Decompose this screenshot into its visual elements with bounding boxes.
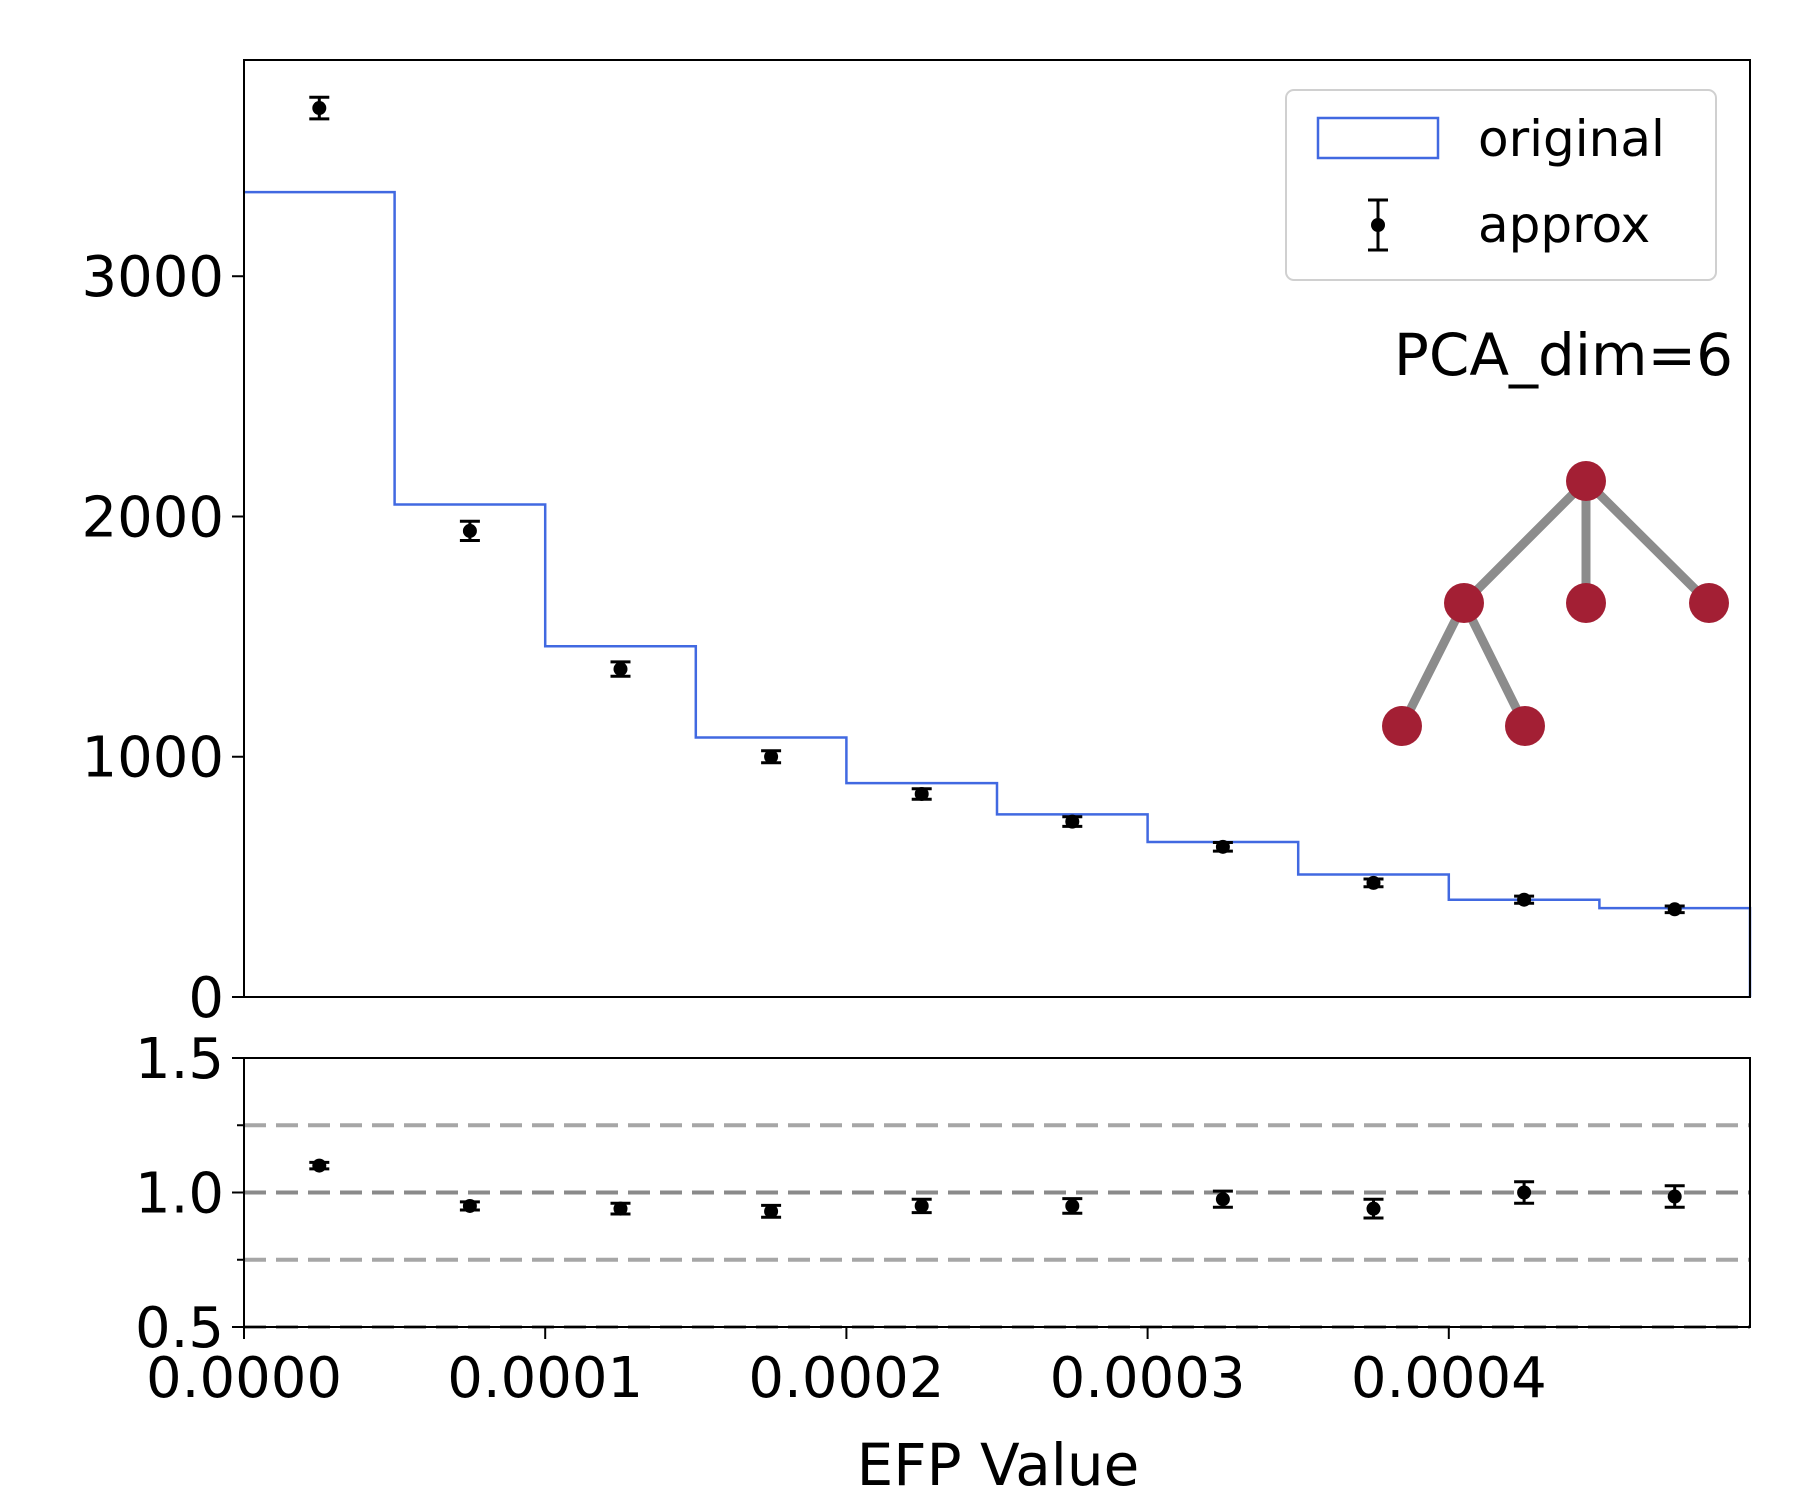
ratio-marker	[1667, 1189, 1682, 1204]
approx-point	[1212, 839, 1233, 854]
graph-node	[1505, 706, 1545, 746]
approx-point	[610, 660, 631, 678]
approx-point	[1664, 902, 1685, 917]
graph-node	[1566, 461, 1606, 501]
y-tick-label: 2000	[81, 485, 224, 550]
ratio-y-axis: 0.5 1.0 1.5	[135, 1027, 244, 1361]
ratio-marker	[1366, 1201, 1381, 1216]
legend: original approx	[1285, 89, 1717, 281]
ratio-y-tick-label: 1.5	[135, 1027, 224, 1092]
approx-point	[1514, 892, 1535, 907]
graph-node	[1444, 583, 1484, 623]
approx-marker	[914, 786, 929, 801]
graph-node	[1689, 583, 1729, 623]
ratio-point	[459, 1198, 480, 1213]
ratio-point	[1062, 1197, 1083, 1215]
x-tick-label: 0.0002	[748, 1346, 944, 1411]
legend-original-label: original	[1478, 110, 1665, 168]
y-tick-label: 3000	[81, 245, 224, 310]
graph-node	[1566, 583, 1606, 623]
ratio-point	[610, 1201, 631, 1216]
ratio-point	[1514, 1180, 1535, 1205]
original-step-histogram	[244, 190, 1752, 997]
y-tick-label: 0	[188, 966, 224, 1031]
x-tick-label: 0.0000	[146, 1346, 342, 1411]
approx-point	[1062, 814, 1083, 829]
ratio-point	[1664, 1184, 1685, 1209]
efp-graph-inset	[1382, 461, 1729, 746]
x-tick-label: 0.0001	[447, 1346, 643, 1411]
graph-edge	[1459, 598, 1530, 731]
x-tick-label: 0.0004	[1351, 1346, 1547, 1411]
ratio-point	[1363, 1197, 1384, 1220]
x-axis-label: EFP Value	[857, 1431, 1140, 1499]
approx-marker	[1366, 875, 1381, 890]
ratio-marker	[613, 1201, 628, 1216]
ratio-point	[761, 1203, 782, 1219]
approx-errorbar-series	[309, 95, 1685, 917]
ratio-point	[309, 1158, 330, 1173]
approx-marker	[1667, 902, 1682, 917]
legend-frame	[1285, 89, 1717, 281]
pca-annotation: PCA_dim=6	[1394, 321, 1733, 389]
graph-edge	[1581, 476, 1714, 608]
approx-marker	[613, 662, 628, 677]
ratio-y-tick-label: 0.5	[135, 1296, 224, 1361]
original-step-line	[244, 190, 1752, 997]
main-panel: 0 1000 2000 3000 original approx PCA_dim=6	[81, 59, 1752, 1031]
ratio-marker	[764, 1204, 779, 1219]
ratio-marker	[1517, 1185, 1532, 1200]
ratio-errorbar-series	[309, 1158, 1685, 1220]
approx-marker	[764, 749, 779, 764]
ratio-marker	[914, 1198, 929, 1213]
legend-original-swatch	[1316, 116, 1440, 160]
main-plot-frame	[243, 59, 1751, 998]
approx-point	[459, 519, 480, 543]
approx-point	[309, 95, 330, 121]
graph-edge	[1459, 476, 1591, 608]
ratio-point	[1212, 1189, 1233, 1209]
ratio-marker	[462, 1198, 477, 1213]
y-tick-label: 1000	[81, 726, 224, 791]
legend-approx-label: approx	[1478, 196, 1650, 254]
graph-edge	[1397, 598, 1469, 731]
ratio-panel: 0.5 1.0 1.5 0.0000 0.0001 0.0002 0.0003 0.0004…	[135, 1027, 1751, 1499]
ratio-point	[911, 1197, 932, 1215]
ratio-marker	[312, 1158, 327, 1173]
approx-marker	[462, 523, 477, 538]
approx-marker	[1517, 892, 1532, 907]
graph-node	[1382, 706, 1422, 746]
ratio-marker	[1065, 1198, 1080, 1213]
approx-point	[1363, 875, 1384, 890]
legend-approx-marker	[1371, 218, 1385, 232]
main-y-axis: 0 1000 2000 3000	[81, 245, 244, 1031]
approx-point	[761, 749, 782, 765]
x-tick-label: 0.0003	[1050, 1346, 1246, 1411]
ratio-marker	[1215, 1192, 1230, 1207]
approx-marker	[1215, 839, 1230, 854]
approx-marker	[1065, 814, 1080, 829]
approx-marker	[312, 101, 327, 116]
x-axis: 0.0000 0.0001 0.0002 0.0003 0.0004	[146, 1327, 1547, 1411]
approx-point	[911, 786, 932, 801]
ratio-reference-lines	[244, 1123, 1750, 1329]
ratio-y-tick-label: 1.0	[135, 1162, 224, 1227]
